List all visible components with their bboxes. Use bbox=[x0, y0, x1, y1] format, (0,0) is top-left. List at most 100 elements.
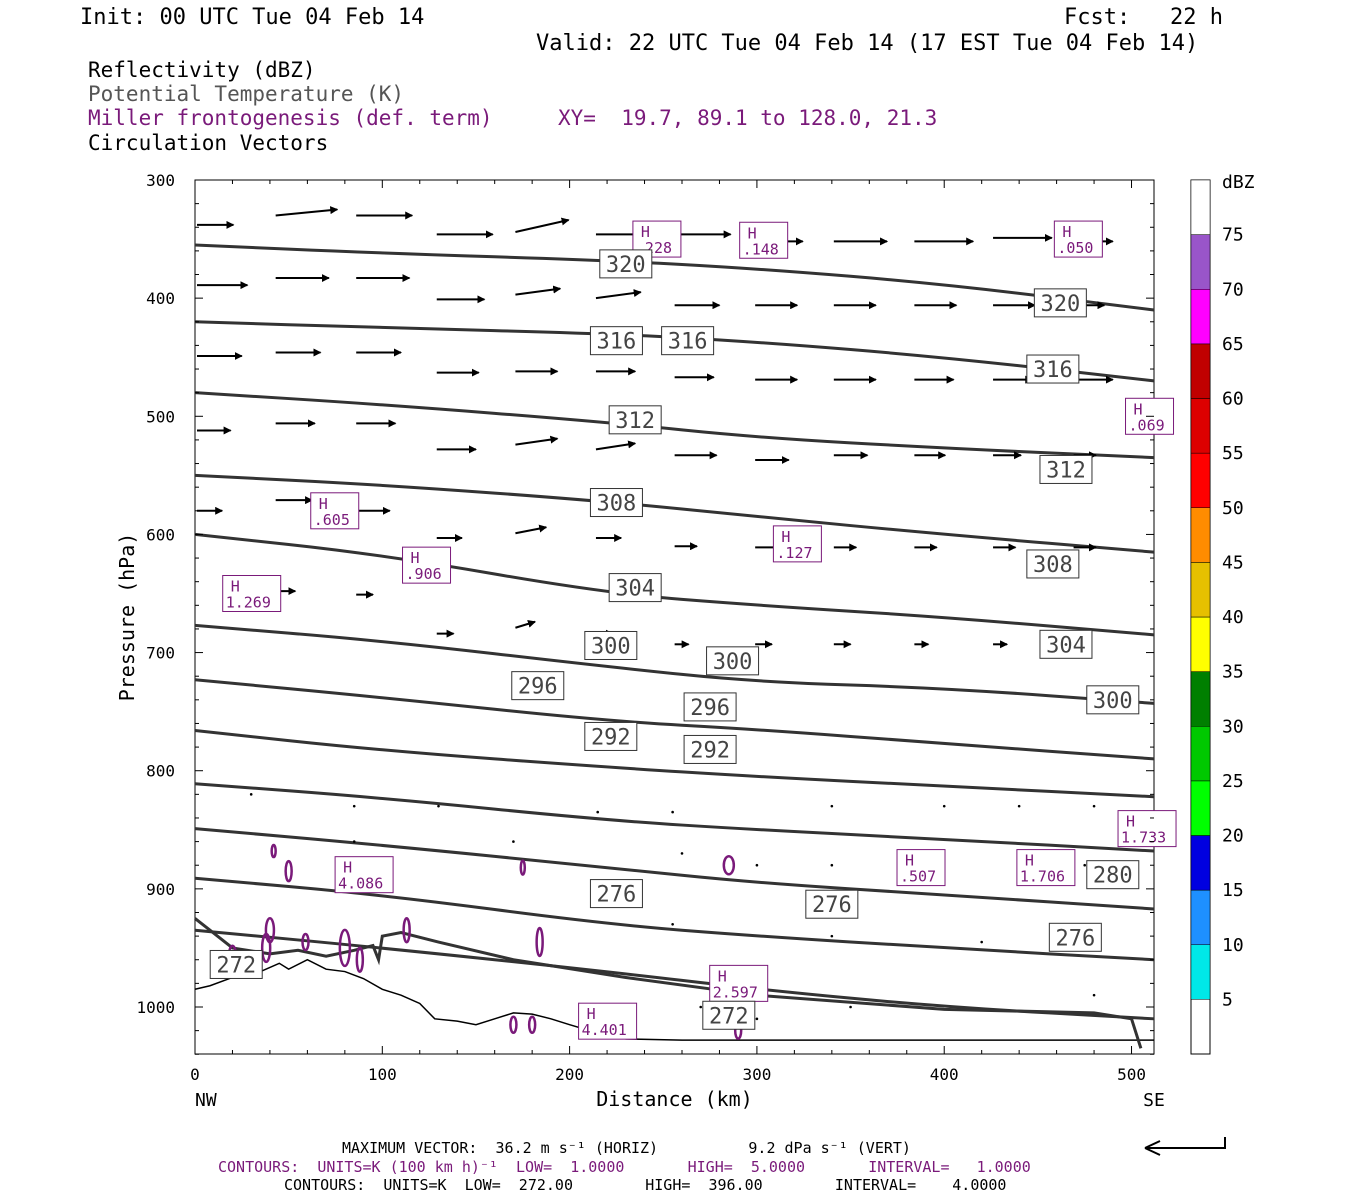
colorbar-label: 40 bbox=[1222, 607, 1244, 628]
colorbar-swatch bbox=[1190, 944, 1211, 1000]
x-axis-label: Distance (km) bbox=[596, 1087, 753, 1111]
plot-area bbox=[194, 179, 1155, 1055]
vector-dot bbox=[830, 863, 834, 867]
x-tick-label: 300 bbox=[742, 1065, 771, 1084]
fronto-contour bbox=[301, 932, 310, 952]
theta-label-box bbox=[589, 879, 643, 909]
theta-label: 304 bbox=[1039, 629, 1093, 659]
y-tick-label: 400 bbox=[146, 289, 175, 308]
fronto-high-letter: H bbox=[905, 852, 914, 870]
colorbar-label: 30 bbox=[1222, 716, 1244, 737]
vector-dot bbox=[671, 810, 674, 814]
theta-label-text: 296 bbox=[518, 675, 558, 700]
fronto-high-marker: H4.401 bbox=[578, 1002, 638, 1040]
theta-contour-300 bbox=[194, 623, 1155, 705]
fronto-contour bbox=[402, 916, 411, 944]
colorbar-unit: dBZ bbox=[1222, 172, 1255, 193]
theta-label-text: 320 bbox=[606, 253, 646, 278]
fronto-high-box bbox=[578, 1002, 638, 1040]
circulation-vector bbox=[515, 285, 562, 296]
colorbar-label: 60 bbox=[1222, 389, 1244, 410]
colorbar-label: 20 bbox=[1222, 826, 1244, 847]
fronto-high-letter: H bbox=[1134, 400, 1143, 418]
vector-dot bbox=[352, 840, 356, 843]
fronto-high-box bbox=[1117, 810, 1177, 848]
vector-dot bbox=[755, 1017, 759, 1021]
theta-label-box bbox=[589, 488, 643, 518]
theta-label: 316 bbox=[1026, 354, 1080, 384]
theta-label-text: 280 bbox=[1093, 864, 1133, 889]
theta-label-box bbox=[702, 1000, 756, 1030]
legend-circulation: Circulation Vectors bbox=[88, 131, 329, 155]
colorbar-swatch bbox=[1190, 835, 1211, 891]
theta-label: 272 bbox=[209, 949, 263, 979]
theta-label: 312 bbox=[1039, 454, 1093, 484]
vector-dot bbox=[1092, 993, 1096, 997]
theta-contour-284 bbox=[194, 827, 1155, 911]
fronto-high-value: .906 bbox=[406, 565, 442, 583]
fronto-high-box bbox=[739, 221, 789, 259]
fronto-high-box bbox=[1053, 220, 1103, 258]
theta-label-text: 292 bbox=[690, 738, 730, 763]
vector-dot bbox=[352, 804, 356, 808]
fronto-high-marker: H1.706 bbox=[1016, 849, 1076, 887]
fronto-high-value: 1.733 bbox=[1121, 829, 1166, 847]
theta-contour-296 bbox=[194, 678, 1155, 761]
fronto-high-value: .069 bbox=[1129, 416, 1165, 434]
reference-vector-head bbox=[1144, 1140, 1161, 1156]
fronto-high-letter: H bbox=[587, 1005, 596, 1023]
vector-dot bbox=[249, 793, 253, 796]
theta-label-text: 312 bbox=[1046, 458, 1086, 483]
fronto-high-value: .050 bbox=[1057, 239, 1093, 257]
theta-label-box bbox=[584, 630, 638, 660]
fronto-high-box bbox=[896, 849, 946, 887]
vector-dot bbox=[1092, 804, 1096, 808]
theta-label: 300 bbox=[1086, 685, 1140, 715]
theta-label-text: 276 bbox=[597, 883, 637, 908]
colorbar-swatch bbox=[1190, 343, 1211, 399]
theta-label: 308 bbox=[589, 488, 643, 518]
fronto-high-value: 1.269 bbox=[226, 594, 271, 612]
colorbar-swatch bbox=[1190, 671, 1211, 727]
footer-max-vector: MAXIMUM VECTOR: 36.2 m s⁻¹ (HORIZ) 9.2 d… bbox=[342, 1139, 911, 1157]
theta-label-text: 316 bbox=[1033, 358, 1073, 383]
fronto-contour bbox=[355, 946, 365, 973]
vector-dot bbox=[980, 940, 983, 944]
colorbar-label: 25 bbox=[1222, 771, 1244, 792]
vector-dot bbox=[1017, 804, 1021, 808]
vector-dot bbox=[830, 934, 834, 938]
fronto-high-box bbox=[1016, 849, 1076, 887]
fronto-contour bbox=[264, 916, 276, 944]
fronto-contour bbox=[527, 1015, 537, 1034]
circulation-vector bbox=[515, 435, 559, 446]
theta-label-box bbox=[1039, 454, 1093, 484]
theta-label: 304 bbox=[608, 573, 662, 603]
colorbar-swatch bbox=[1190, 726, 1211, 782]
theta-label: 280 bbox=[1086, 860, 1140, 890]
fronto-high-marker: H.906 bbox=[402, 546, 452, 584]
theta-label-text: 312 bbox=[615, 409, 655, 434]
fronto-high-box bbox=[310, 492, 360, 530]
theta-contour-288 bbox=[194, 782, 1155, 853]
colorbar-swatch bbox=[1190, 398, 1211, 454]
theta-label-text: 296 bbox=[690, 696, 730, 721]
vector-dot bbox=[1083, 863, 1086, 867]
y-tick-label: 800 bbox=[146, 762, 175, 781]
fronto-contour bbox=[535, 926, 544, 958]
fronto-high-letter: H bbox=[781, 528, 790, 546]
colorbar-swatch bbox=[1190, 179, 1211, 235]
colorbar-label: 15 bbox=[1222, 880, 1244, 901]
colorbar-label: 70 bbox=[1222, 279, 1244, 300]
legend-xy: XY= 19.7, 89.1 to 128.0, 21.3 bbox=[558, 106, 938, 130]
theta-label: 320 bbox=[599, 249, 653, 279]
init-time: Init: 00 UTC Tue 04 Feb 14 bbox=[80, 5, 425, 30]
theta-label-text: 304 bbox=[615, 577, 655, 602]
fronto-contour bbox=[519, 859, 527, 876]
theta-label: 308 bbox=[1026, 549, 1080, 579]
x-tick-label: 200 bbox=[555, 1065, 584, 1084]
theta-label-text: 300 bbox=[1093, 689, 1133, 714]
theta-label-box bbox=[511, 671, 565, 701]
fronto-high-marker: H.148 bbox=[739, 221, 789, 259]
fronto-contour bbox=[284, 859, 293, 883]
